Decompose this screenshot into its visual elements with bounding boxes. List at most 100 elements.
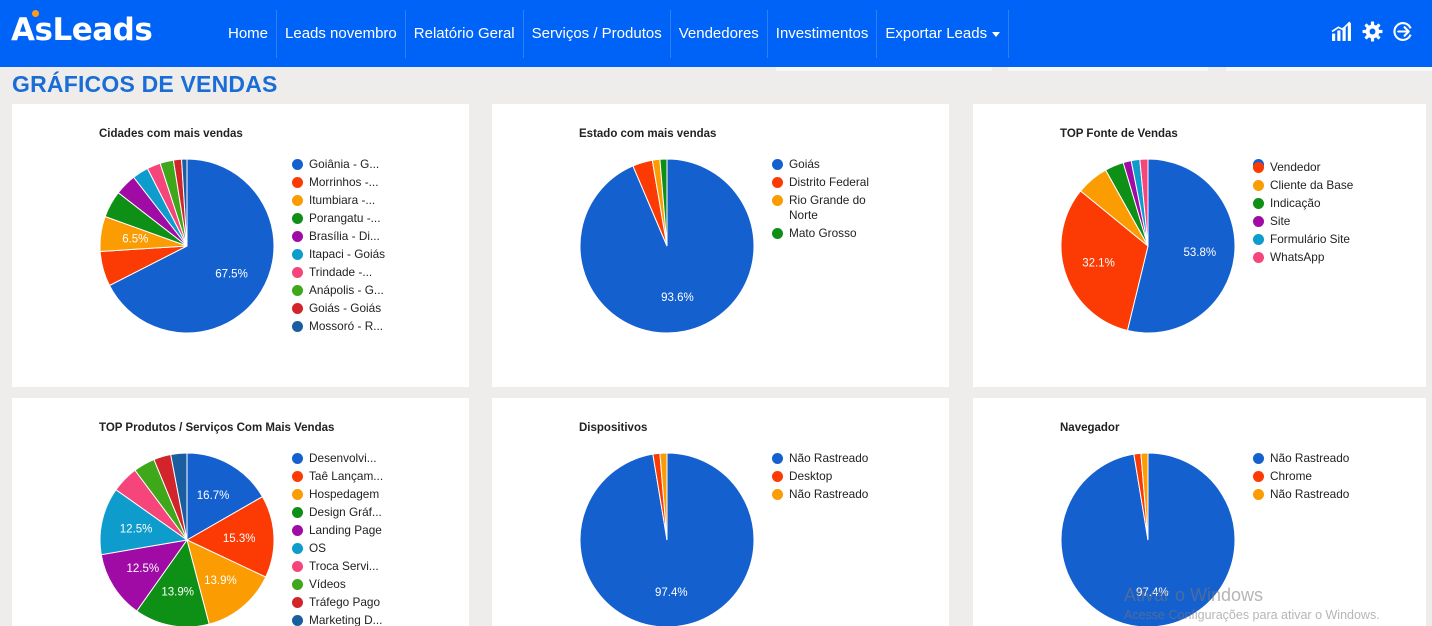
legend-label: WhatsApp (1270, 250, 1325, 264)
main-nav: Home Leads novembro Relatório Geral Serv… (220, 10, 1010, 58)
slice-label: 97.4% (655, 587, 688, 599)
legend-item[interactable]: Mossoró - R... (292, 319, 385, 334)
chart-card-navegador: Navegador 97.4% Não Rastreado Chrome Não R… (973, 398, 1426, 626)
legend-label: Mossoró - R... (309, 319, 384, 333)
chart-legend: Goiás Distrito Federal Rio Grande do Norte… (772, 157, 876, 244)
nav-home[interactable]: Home (228, 25, 269, 42)
pie-chart[interactable]: 93.6% (579, 158, 755, 334)
pie-slice[interactable] (170, 452, 188, 541)
pie-slice[interactable] (659, 452, 668, 541)
pie-slice[interactable] (579, 452, 755, 626)
chart-bars-icon[interactable] (1331, 21, 1352, 42)
legend-item[interactable]: OS (292, 541, 383, 556)
watermark-subtitle: Acesse Configurações para ativar o Windo… (1124, 608, 1380, 622)
pie-slice[interactable] (1139, 158, 1149, 247)
legend-item[interactable]: Distrito Federal (772, 175, 876, 190)
legend-item[interactable]: Morrinhos -... (292, 175, 385, 190)
nav-exportar-leads-dropdown[interactable]: Exportar Leads (876, 10, 1008, 58)
logo[interactable]: AsLeads (11, 12, 153, 48)
pie-slice[interactable] (186, 452, 264, 541)
legend-label: Goiás (789, 157, 820, 171)
nav-servicos-produtos[interactable]: Serviços / Produtos (522, 10, 670, 58)
page-title: GRÁFICOS DE VENDAS (12, 71, 278, 97)
pie-chart[interactable]: 67.5% 6.5% (99, 158, 275, 334)
nav-relatorio-geral[interactable]: Relatório Geral (404, 10, 523, 58)
legend-swatch (292, 195, 303, 206)
legend-swatch (292, 471, 303, 482)
nav-leads-novembro[interactable]: Leads novembro (276, 10, 405, 58)
legend-label: Itapaci - Goiás (309, 247, 386, 261)
legend-item[interactable]: Troca Servi... (292, 559, 383, 574)
legend-item[interactable]: Marketing D... (292, 613, 383, 626)
legend-item[interactable]: Não Rastreado (772, 487, 876, 502)
legend-label: Anápolis - G... (309, 283, 384, 297)
legend-label: Taê Lançam... (309, 469, 384, 483)
gear-icon[interactable] (1362, 21, 1383, 42)
legend-item[interactable]: Landing Page (292, 523, 383, 538)
legend-label: Rio Grande do Norte (789, 193, 866, 222)
legend-item[interactable]: Vídeos (292, 577, 383, 592)
chart-legend: Goiânia - G... Morrinhos -... Itumbiara -.… (292, 157, 385, 337)
pie-slice[interactable] (1060, 190, 1149, 332)
pie-slice[interactable] (1060, 452, 1236, 626)
nav-vendedores[interactable]: Vendedores (669, 10, 767, 58)
chart-legend: Não Rastreado Chrome Não Rastreado (1253, 451, 1357, 505)
legend-item[interactable]: Goiás - Goiás (292, 301, 385, 316)
legend-label: Brasília - Di... (309, 229, 380, 243)
logout-icon[interactable] (1393, 21, 1414, 42)
legend-item[interactable]: Vendedor (1253, 160, 1357, 175)
legend-item[interactable]: Não Rastreado (1253, 487, 1357, 502)
legend-item[interactable]: Brasília - Di... (292, 229, 385, 244)
legend-item[interactable]: Trindade -... (292, 265, 385, 280)
pie-chart[interactable]: 97.4% (579, 452, 755, 626)
top-navbar: AsLeads Home Leads novembro Relatório Ge… (0, 0, 1432, 67)
pie-chart[interactable]: 53.8% 32.1% (1060, 158, 1236, 334)
legend-swatch (772, 471, 783, 482)
legend-item[interactable]: WhatsApp (1253, 250, 1357, 265)
legend-item[interactable]: Goiânia - G... (292, 157, 385, 172)
legend-label: Goiás - Goiás (309, 301, 382, 315)
legend-item[interactable]: Rio Grande do Norte (772, 193, 876, 223)
pie-slice[interactable] (1126, 158, 1236, 334)
legend-item[interactable]: Desenvolvi... (292, 451, 383, 466)
legend-item[interactable]: Não Rastreado (772, 451, 876, 466)
legend-item[interactable]: Cliente da Base (1253, 178, 1357, 193)
pie-chart[interactable]: 97.4% (1060, 452, 1236, 626)
legend-item[interactable]: Tráfego Pago (292, 595, 383, 610)
legend-item[interactable]: Itumbiara -... (292, 193, 385, 208)
chart-card-cidades: Cidades com mais vendas 67.5% 6.5% Goiâni… (12, 104, 469, 387)
legend-item[interactable]: Porangatu -... (292, 211, 385, 226)
legend-item[interactable]: Mato Grosso (772, 226, 876, 241)
chart-card-dispositivos: Dispositivos 97.4% Não Rastreado Desktop N… (492, 398, 949, 626)
pie-slice[interactable] (185, 495, 275, 578)
legend-label: Marketing D... (309, 613, 383, 626)
pie-slice[interactable] (659, 158, 668, 247)
legend-item[interactable]: Taê Lançam... (292, 469, 383, 484)
pie-slice[interactable] (1140, 452, 1149, 541)
chart-card-fonte: TOP Fonte de Vendas 53.8% 32.1% Vendedor C… (973, 104, 1426, 387)
legend-item[interactable]: Itapaci - Goiás (292, 247, 385, 262)
legend-item[interactable]: Indicação (1253, 196, 1357, 211)
pie-chart[interactable]: 16.7%15.3%13.9%13.9%12.5%12.5% (99, 452, 275, 626)
legend-label: Desktop (789, 469, 833, 483)
legend-item[interactable]: Desktop (772, 469, 876, 484)
pie-slice[interactable] (99, 489, 189, 556)
legend-item[interactable]: Hospedagem (292, 487, 383, 502)
pie-slice[interactable] (100, 539, 189, 612)
legend-item[interactable]: Design Gráf... (292, 505, 383, 520)
legend-item[interactable]: Chrome (1253, 469, 1357, 484)
legend-swatch (1253, 198, 1264, 209)
legend-swatch (772, 453, 783, 464)
legend-swatch (772, 489, 783, 500)
legend-item[interactable]: Formulário Site (1253, 232, 1357, 247)
legend-item[interactable]: Não Rastreado (1253, 451, 1357, 466)
pie-slice[interactable] (108, 158, 275, 334)
nav-investimentos[interactable]: Investimentos (766, 10, 877, 58)
legend-item[interactable]: Goiás (772, 157, 876, 172)
legend-item[interactable]: Site (1253, 214, 1357, 229)
slice-label: 12.5% (126, 563, 159, 575)
legend-label: Trindade -... (309, 265, 373, 279)
legend-item[interactable]: Anápolis - G... (292, 283, 385, 298)
pie-slice[interactable] (181, 158, 188, 247)
pie-slice[interactable] (186, 539, 267, 625)
